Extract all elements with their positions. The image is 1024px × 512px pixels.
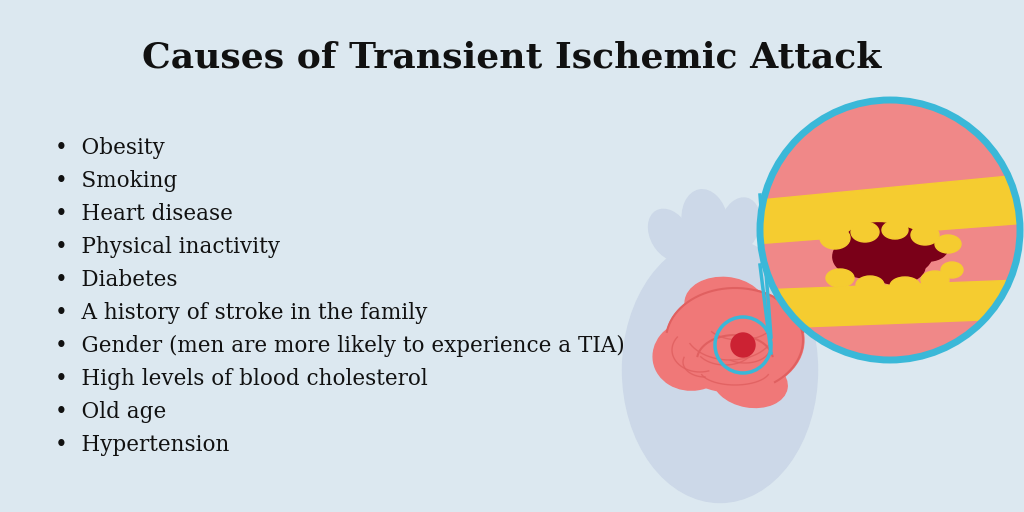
Polygon shape: [760, 100, 1020, 200]
Ellipse shape: [838, 247, 872, 272]
Ellipse shape: [666, 288, 804, 393]
Text: •  Diabetes: • Diabetes: [55, 269, 177, 291]
Ellipse shape: [648, 209, 691, 261]
Text: •  Obesity: • Obesity: [55, 137, 165, 159]
Ellipse shape: [653, 320, 733, 390]
Text: •  Gender (men are more likely to experience a TIA): • Gender (men are more likely to experie…: [55, 335, 625, 357]
Ellipse shape: [685, 278, 765, 333]
Text: •  High levels of blood cholesterol: • High levels of blood cholesterol: [55, 368, 428, 390]
Text: Causes of Transient Ischemic Attack: Causes of Transient Ischemic Attack: [142, 41, 882, 75]
Ellipse shape: [820, 227, 850, 249]
Text: •  Hypertension: • Hypertension: [55, 434, 229, 456]
Ellipse shape: [921, 271, 949, 289]
Text: •  Smoking: • Smoking: [55, 170, 177, 192]
Ellipse shape: [623, 238, 817, 502]
Circle shape: [760, 100, 1020, 360]
Ellipse shape: [912, 239, 947, 261]
Polygon shape: [760, 320, 1020, 360]
Text: •  Old age: • Old age: [55, 401, 166, 423]
Ellipse shape: [941, 262, 963, 278]
Ellipse shape: [911, 225, 939, 245]
Polygon shape: [760, 225, 1020, 290]
Polygon shape: [760, 175, 1020, 245]
Text: •  Heart disease: • Heart disease: [55, 203, 232, 225]
Ellipse shape: [826, 269, 854, 287]
Ellipse shape: [720, 198, 760, 252]
Ellipse shape: [713, 356, 787, 408]
Ellipse shape: [833, 225, 927, 279]
Ellipse shape: [935, 235, 961, 253]
Ellipse shape: [845, 223, 905, 253]
Text: •  A history of stroke in the family: • A history of stroke in the family: [55, 302, 427, 324]
Polygon shape: [760, 280, 1020, 330]
Ellipse shape: [851, 222, 879, 242]
Ellipse shape: [856, 276, 884, 294]
Circle shape: [731, 333, 755, 357]
Ellipse shape: [835, 230, 885, 266]
Ellipse shape: [682, 190, 728, 254]
Ellipse shape: [882, 221, 908, 239]
Ellipse shape: [876, 255, 925, 284]
Text: •  Physical inactivity: • Physical inactivity: [55, 236, 280, 258]
Ellipse shape: [878, 240, 932, 276]
Ellipse shape: [890, 277, 920, 295]
